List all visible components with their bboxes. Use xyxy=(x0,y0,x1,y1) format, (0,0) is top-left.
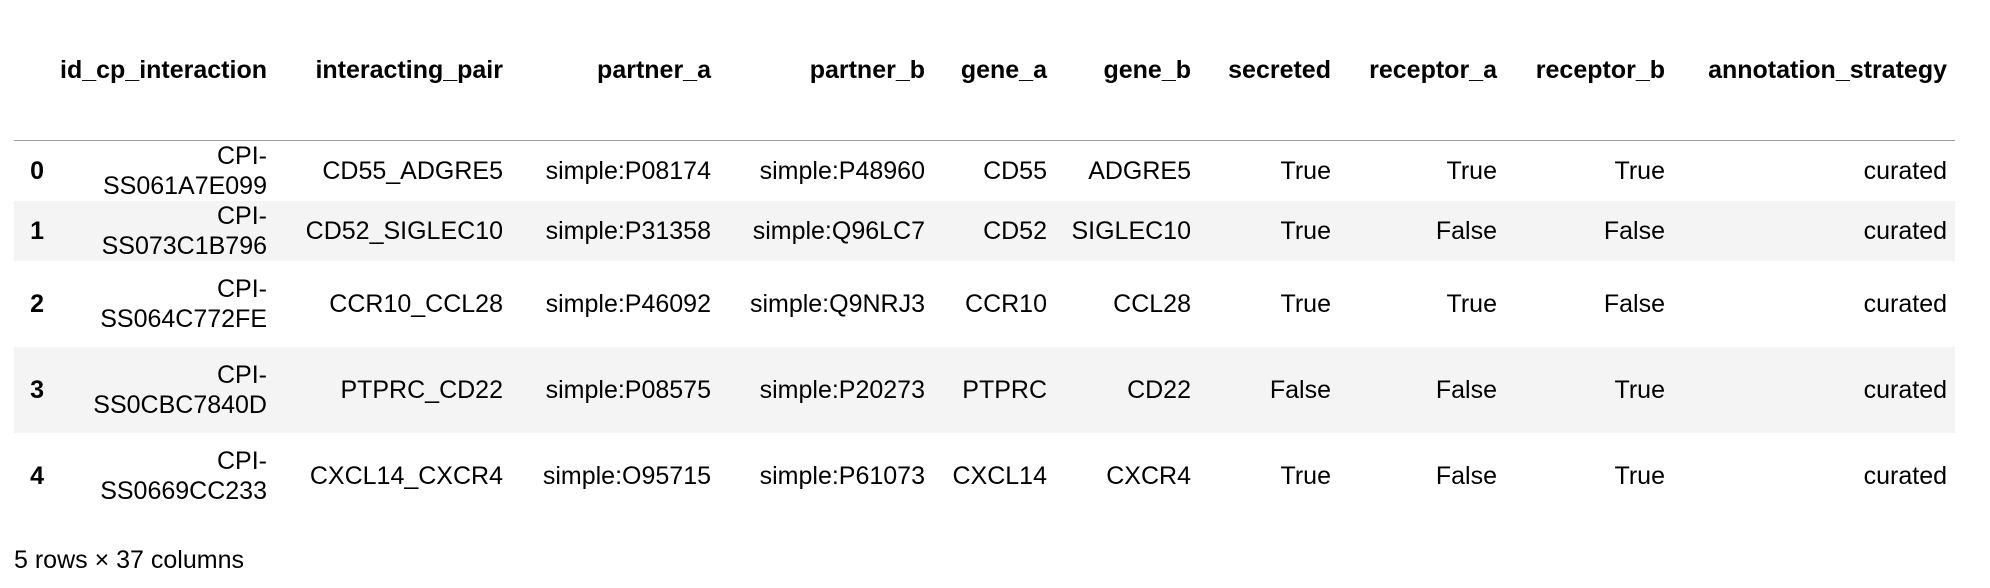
table-cell: simple:P08174 xyxy=(545,157,711,185)
table-cell: curated xyxy=(1863,462,1947,490)
table-cell: True xyxy=(1280,217,1331,245)
table-cell: True xyxy=(1614,157,1665,185)
column-header: partner_b xyxy=(809,56,925,84)
table-cell: False xyxy=(1435,462,1497,490)
table-cell: False xyxy=(1435,217,1497,245)
column-header: interacting_pair xyxy=(315,56,503,84)
table-cell: CXCR4 xyxy=(1106,462,1191,490)
table-row: 3 CPI-SS0CBC7840D PTPRC_CD22 simple:P085… xyxy=(14,347,1955,433)
table-cell: True xyxy=(1280,462,1331,490)
row-index: 4 xyxy=(30,462,44,490)
column-header: id_cp_interaction xyxy=(60,56,267,84)
row-index: 3 xyxy=(30,376,44,404)
table-cell: PTPRC_CD22 xyxy=(340,376,503,404)
table-cell: PTPRC xyxy=(962,376,1047,404)
table-cell: CD52_SIGLEC10 xyxy=(305,217,503,245)
table-cell: True xyxy=(1280,157,1331,185)
table-row: 2 CPI-SS064C772FE CCR10_CCL28 simple:P46… xyxy=(14,261,1955,347)
table-cell: CCL28 xyxy=(1113,290,1191,318)
table-cell: CXCL14_CXCR4 xyxy=(309,462,503,490)
table-cell: simple:P31358 xyxy=(545,217,711,245)
table-cell: CPI-SS0669CC233 xyxy=(100,447,267,505)
header-row: id_cp_interaction interacting_pair partn… xyxy=(14,0,1955,141)
column-header: gene_a xyxy=(960,56,1047,84)
table-cell: CPI-SS061A7E099 xyxy=(102,142,267,200)
table-cell: False xyxy=(1435,376,1497,404)
column-header: receptor_b xyxy=(1535,56,1665,84)
table-cell: simple:Q96LC7 xyxy=(752,217,925,245)
row-index: 1 xyxy=(30,217,44,245)
table-cell: simple:P61073 xyxy=(759,462,925,490)
column-header: partner_a xyxy=(597,56,711,84)
table-cell: simple:P46092 xyxy=(545,290,711,318)
table-cell: CCR10_CCL28 xyxy=(329,290,503,318)
table-cell: True xyxy=(1446,290,1497,318)
row-index: 0 xyxy=(30,157,44,185)
table-cell: simple:P48960 xyxy=(759,157,925,185)
table-cell: True xyxy=(1614,376,1665,404)
table-cell: CPI-SS0CBC7840D xyxy=(93,361,267,419)
table-cell: ADGRE5 xyxy=(1088,157,1191,185)
table-cell: simple:P08575 xyxy=(545,376,711,404)
row-index: 2 xyxy=(30,290,44,318)
table-cell: SIGLEC10 xyxy=(1071,217,1191,245)
table-cell: True xyxy=(1446,157,1497,185)
table-cell: False xyxy=(1269,376,1331,404)
table-cell: False xyxy=(1603,290,1665,318)
table-row: 0 CPI-SS061A7E099 CD55_ADGRE5 simple:P08… xyxy=(14,140,1955,201)
table-cell: True xyxy=(1614,462,1665,490)
column-header: gene_b xyxy=(1103,56,1191,84)
table-cell: CD22 xyxy=(1127,376,1191,404)
table-body: 0 CPI-SS061A7E099 CD55_ADGRE5 simple:P08… xyxy=(14,140,1955,510)
table-cell: CXCL14 xyxy=(952,462,1048,490)
table-cell: simple:Q9NRJ3 xyxy=(749,290,925,318)
table-header: id_cp_interaction interacting_pair partn… xyxy=(14,0,1955,141)
dataframe-output: id_cp_interaction interacting_pair partn… xyxy=(14,0,1990,510)
table-cell: CPI-SS064C772FE xyxy=(100,275,267,333)
dataframe-shape-summary: 5 rows × 37 columns xyxy=(14,546,244,574)
table-cell: curated xyxy=(1863,376,1947,404)
table-cell: True xyxy=(1280,290,1331,318)
table-row: 1 CPI-SS073C1B796 CD52_SIGLEC10 simple:P… xyxy=(14,201,1955,261)
column-header: receptor_a xyxy=(1369,56,1497,84)
table-cell: curated xyxy=(1863,217,1947,245)
table-cell: CD55 xyxy=(983,157,1047,185)
index-header xyxy=(14,0,52,141)
table-cell: curated xyxy=(1863,290,1947,318)
table-cell: CPI-SS073C1B796 xyxy=(101,202,267,260)
table-cell: simple:O95715 xyxy=(542,462,711,490)
table-cell: simple:P20273 xyxy=(759,376,925,404)
table-cell: CD55_ADGRE5 xyxy=(322,157,503,185)
table-cell: False xyxy=(1603,217,1665,245)
table-cell: curated xyxy=(1863,157,1947,185)
table-row: 4 CPI-SS0669CC233 CXCL14_CXCR4 simple:O9… xyxy=(14,433,1955,510)
dataframe-table: id_cp_interaction interacting_pair partn… xyxy=(14,0,1955,510)
column-header: annotation_strategy xyxy=(1708,56,1947,84)
table-cell: CD52 xyxy=(983,217,1047,245)
column-header: secreted xyxy=(1228,56,1331,84)
table-cell: CCR10 xyxy=(965,290,1047,318)
